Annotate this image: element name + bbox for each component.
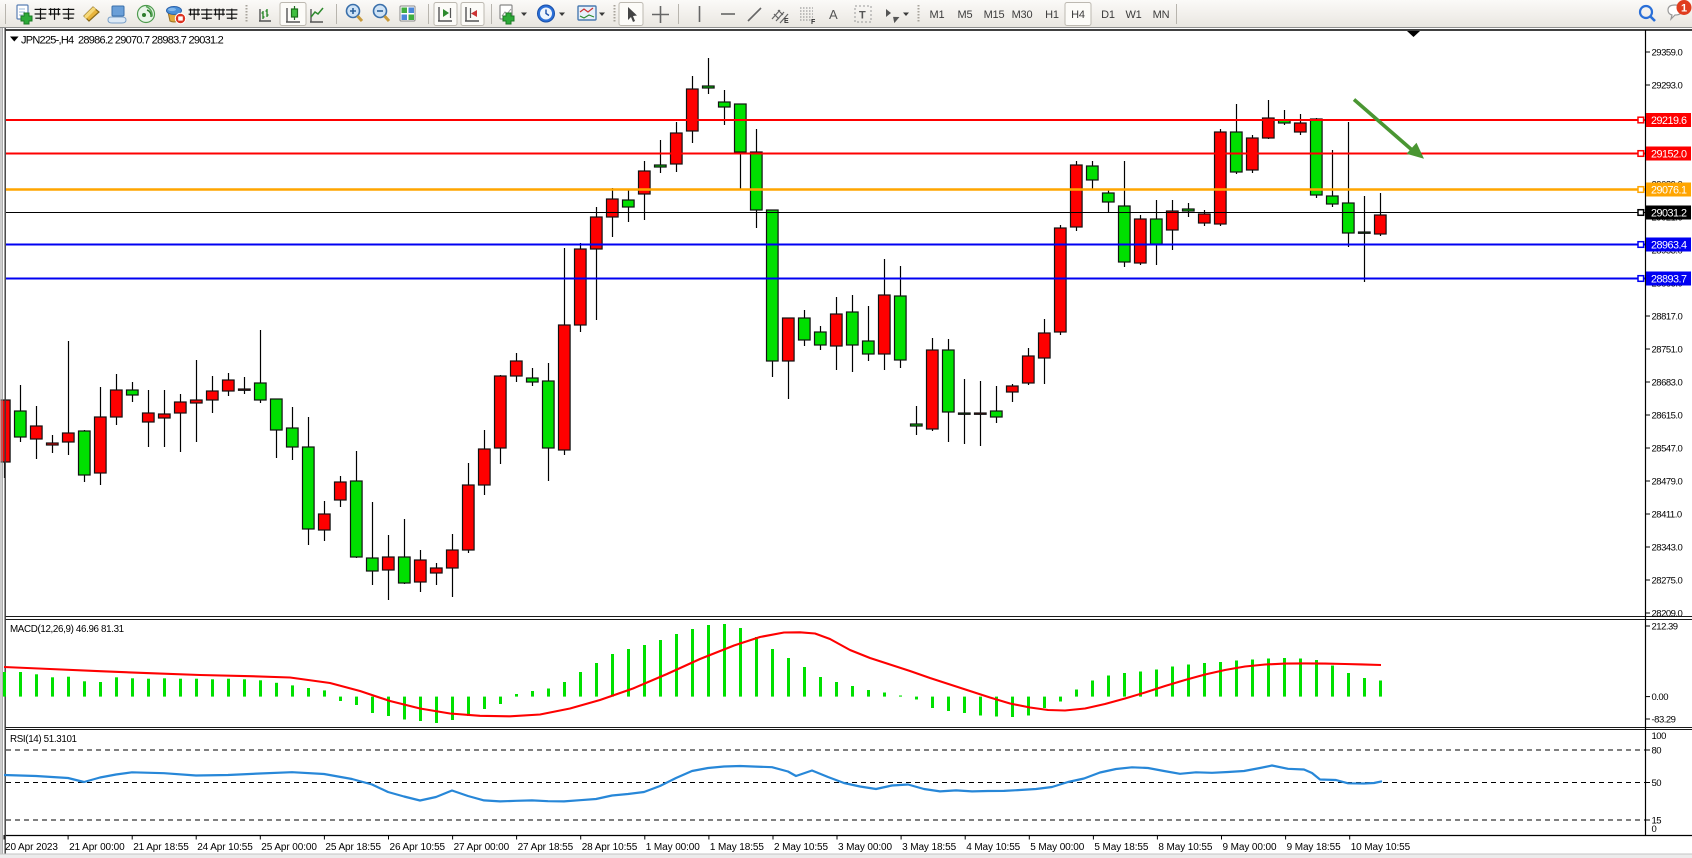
svg-text:M30: M30 [1012, 9, 1033, 21]
svg-text:RSI(14) 51.3101: RSI(14) 51.3101 [10, 734, 77, 745]
svg-text:H4: H4 [1071, 9, 1085, 21]
svg-text:D1: D1 [1101, 9, 1115, 21]
svg-text:JPN225-,H4 28986.2 29070.7 28: JPN225-,H4 28986.2 29070.7 28983.7 29031… [21, 35, 224, 47]
svg-text:29359.0: 29359.0 [1652, 48, 1683, 59]
svg-text:25 Apr 00:00: 25 Apr 00:00 [261, 842, 317, 853]
svg-text:T: T [859, 10, 866, 22]
svg-text:8 May 10:55: 8 May 10:55 [1158, 842, 1212, 853]
svg-text:3 May 00:00: 3 May 00:00 [838, 842, 892, 853]
svg-text:29152.0: 29152.0 [1651, 149, 1687, 161]
svg-text:M1: M1 [930, 9, 945, 21]
svg-text:0: 0 [1652, 824, 1657, 835]
svg-text:29219.6: 29219.6 [1651, 115, 1687, 127]
svg-text:H1: H1 [1045, 9, 1059, 21]
svg-text:100: 100 [1652, 731, 1667, 742]
svg-text:1: 1 [1681, 3, 1687, 15]
svg-text:28209.0: 28209.0 [1652, 609, 1683, 620]
svg-text:1 May 18:55: 1 May 18:55 [710, 842, 764, 853]
svg-text:10 May 10:55: 10 May 10:55 [1351, 842, 1411, 853]
svg-text:A: A [829, 7, 838, 22]
svg-text:28683.0: 28683.0 [1652, 378, 1683, 389]
svg-text:28 Apr 10:55: 28 Apr 10:55 [582, 842, 638, 853]
svg-text:25 Apr 18:55: 25 Apr 18:55 [325, 842, 381, 853]
svg-text:MACD(12,26,9) 46.96 81.31: MACD(12,26,9) 46.96 81.31 [10, 624, 124, 635]
svg-text:29293.0: 29293.0 [1652, 81, 1683, 92]
svg-text:5 May 18:55: 5 May 18:55 [1094, 842, 1148, 853]
svg-text:9 May 18:55: 9 May 18:55 [1287, 842, 1341, 853]
svg-text:3 May 18:55: 3 May 18:55 [902, 842, 956, 853]
svg-text:29031.2: 29031.2 [1651, 208, 1687, 220]
svg-text:80: 80 [1652, 746, 1662, 757]
svg-text:28893.7: 28893.7 [1651, 274, 1687, 286]
svg-text:4 May 10:55: 4 May 10:55 [966, 842, 1020, 853]
svg-text:0.00: 0.00 [1652, 692, 1669, 703]
svg-text:28411.0: 28411.0 [1652, 510, 1682, 521]
svg-text:21 Apr 18:55: 21 Apr 18:55 [133, 842, 189, 853]
svg-text:28547.0: 28547.0 [1652, 444, 1683, 455]
svg-text:28479.0: 28479.0 [1652, 477, 1683, 488]
svg-text:212.39: 212.39 [1652, 622, 1678, 633]
svg-text:E: E [784, 18, 789, 25]
svg-text:F: F [811, 19, 816, 26]
svg-text:MN: MN [1153, 9, 1170, 21]
svg-text:28963.4: 28963.4 [1651, 240, 1687, 252]
svg-text:2 May 10:55: 2 May 10:55 [774, 842, 828, 853]
svg-text:21 Apr 00:00: 21 Apr 00:00 [69, 842, 125, 853]
svg-text:M15: M15 [984, 9, 1005, 21]
svg-text:29076.1: 29076.1 [1651, 185, 1687, 197]
svg-text:28615.0: 28615.0 [1652, 411, 1683, 422]
svg-text:15: 15 [1652, 816, 1662, 827]
svg-text:28343.0: 28343.0 [1652, 543, 1683, 554]
svg-text:20 Apr 2023: 20 Apr 2023 [5, 842, 58, 853]
svg-text:M5: M5 [958, 9, 973, 21]
svg-text:28751.0: 28751.0 [1652, 345, 1683, 356]
svg-text:5 May 00:00: 5 May 00:00 [1030, 842, 1084, 853]
svg-text:28817.0: 28817.0 [1652, 312, 1683, 323]
svg-text:27 Apr 18:55: 27 Apr 18:55 [518, 842, 574, 853]
svg-text:50: 50 [1652, 778, 1662, 789]
svg-text:W1: W1 [1125, 9, 1141, 21]
svg-text:9 May 00:00: 9 May 00:00 [1223, 842, 1277, 853]
svg-text:1 May 00:00: 1 May 00:00 [646, 842, 700, 853]
svg-text:-83.29: -83.29 [1652, 715, 1676, 726]
svg-text:27 Apr 00:00: 27 Apr 00:00 [454, 842, 510, 853]
svg-text:28275.0: 28275.0 [1652, 576, 1683, 587]
svg-text:26 Apr 10:55: 26 Apr 10:55 [390, 842, 446, 853]
svg-text:24 Apr 10:55: 24 Apr 10:55 [197, 842, 253, 853]
